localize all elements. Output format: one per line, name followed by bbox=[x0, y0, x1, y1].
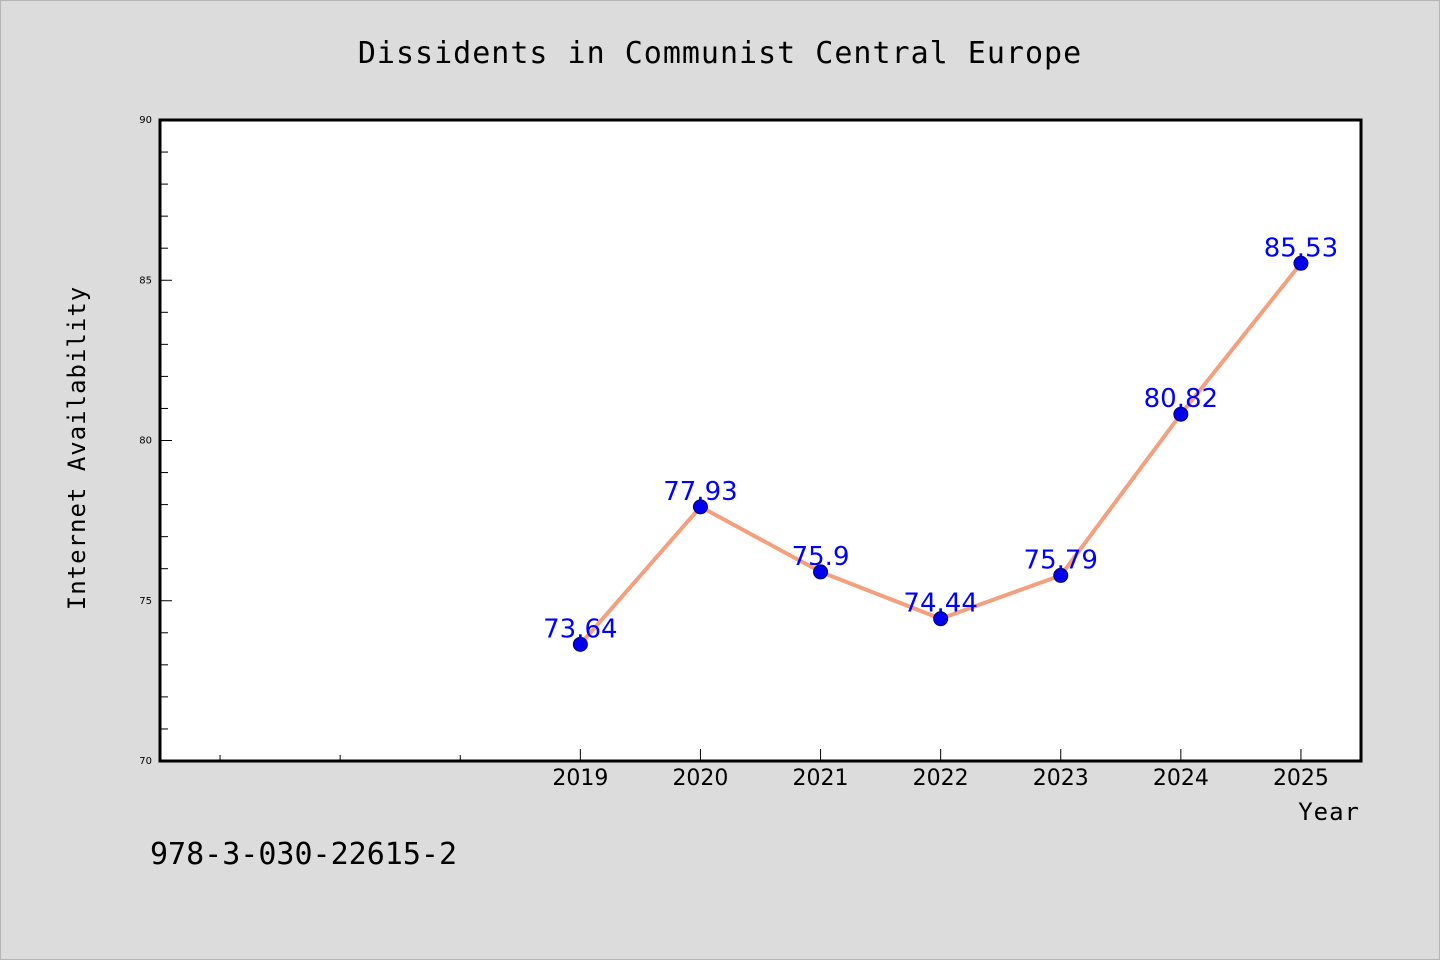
x-tick-label: 2023 bbox=[1033, 766, 1089, 791]
series-group: 73.64 77.93 75.9 74.44 75.79 80.82 85.53 bbox=[543, 233, 1338, 652]
y-tick-label: 75 bbox=[139, 596, 152, 607]
x-tick-label: 2019 bbox=[552, 766, 608, 791]
data-label: 75.9 bbox=[792, 542, 850, 572]
x-tick-label: 2022 bbox=[913, 766, 969, 791]
data-label: 85.53 bbox=[1264, 233, 1338, 263]
data-label: 75.79 bbox=[1024, 545, 1098, 575]
y-axis-label: Internet Availability bbox=[63, 286, 91, 610]
data-point bbox=[692, 499, 708, 515]
x-tick-label: 2021 bbox=[793, 766, 849, 791]
footnote-isbn: 978-3-030-22615-2 bbox=[150, 837, 457, 872]
data-point bbox=[933, 611, 949, 627]
x-tick-label: 2024 bbox=[1153, 766, 1209, 791]
y-axis: 70 75 80 85 90 bbox=[139, 115, 172, 767]
data-label: 80.82 bbox=[1144, 384, 1218, 414]
x-tick-label: 2020 bbox=[672, 766, 728, 791]
y-tick-label: 90 bbox=[139, 115, 152, 126]
data-point bbox=[572, 636, 588, 652]
plot-area bbox=[158, 118, 1363, 763]
data-point bbox=[1293, 255, 1309, 271]
x-axis: 2019 2020 2021 2022 2023 2024 2025 bbox=[219, 749, 1329, 791]
data-label: 77.93 bbox=[663, 477, 737, 507]
data-label: 73.64 bbox=[543, 614, 617, 644]
chart-title: Dissidents in Communist Central Europe bbox=[358, 36, 1082, 71]
y-tick-label: 80 bbox=[139, 436, 152, 447]
y-tick-label: 85 bbox=[139, 275, 152, 286]
data-point bbox=[813, 564, 829, 580]
x-tick-label: 2025 bbox=[1273, 766, 1329, 791]
y-tick-label: 70 bbox=[139, 756, 152, 767]
data-point bbox=[1173, 406, 1189, 422]
data-label: 74.44 bbox=[903, 589, 977, 619]
x-axis-label: Year bbox=[1298, 798, 1360, 826]
data-point bbox=[1053, 567, 1069, 583]
